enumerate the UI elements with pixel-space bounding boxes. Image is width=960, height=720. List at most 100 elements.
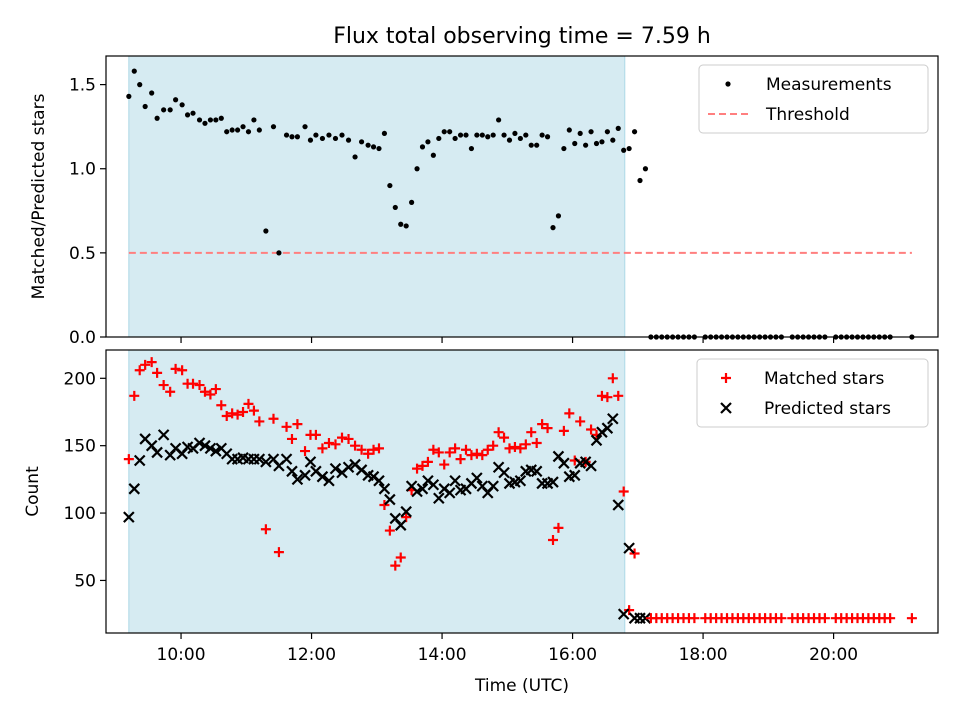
predicted-point-29 [291,473,304,486]
matched-point-14 [205,389,216,400]
predicted-point-84 [601,422,614,434]
measurement-point-72 [539,132,545,138]
measurement-point-14 [207,117,214,123]
measurement-point-48 [409,199,415,205]
y-tick-label-1-1: 100 [64,504,96,524]
predicted-point-63 [487,480,499,492]
predicted-point-89 [628,612,641,624]
measurement-point-7 [167,107,173,113]
matched-point-18 [227,408,238,419]
measurement-point-90 [637,177,643,184]
matched-zero-point-41 [885,613,896,624]
predicted-point-46 [394,519,407,531]
measurement-point-17 [224,129,230,135]
matched-point-64 [493,427,504,438]
matched-point-38 [350,440,361,451]
top-panel: 0.0 0.5 1.0 1.5 Matched/Predicted stars Measu… [29,55,939,348]
matched-point-50 [417,460,428,471]
measurement-point-44 [387,182,393,189]
measurement-point-84 [604,129,610,135]
measurement-point-6 [161,107,167,113]
predicted-point-2 [133,454,146,467]
measurement-point-83 [599,139,605,145]
legend-label-0-1: Threshold [765,105,850,125]
predicted-point-50 [416,483,429,495]
measurement-point-35 [332,135,339,142]
measurement-point-5 [154,115,160,121]
matched-point-77 [564,408,575,419]
matched-point-17 [221,411,232,422]
matched-point-74 [547,535,558,546]
matched-point-9 [177,365,188,376]
matched-point-13 [199,386,210,397]
matched-point-52 [428,444,439,455]
measurement-point-23 [256,127,262,133]
predicted-point-71 [530,465,543,478]
measurement-point-57 [457,132,464,138]
predicted-point-52 [427,478,440,491]
measurement-point-42 [376,145,382,152]
predicted-point-56 [449,474,461,487]
measurement-point-11 [190,110,196,116]
predicted-point-91 [639,612,652,624]
predicted-point-81 [585,460,597,472]
x-tick-label-5: 20:00 [809,645,858,665]
measurement-point-85 [610,137,616,143]
matched-point-57 [455,454,466,465]
measurement-point-74 [550,225,556,231]
measurement-point-91 [642,166,649,172]
measurement-point-15 [213,117,219,123]
measurement-point-31 [307,137,314,143]
measurement-point-64 [496,117,502,123]
matched-point-51 [422,456,433,467]
measurement-point-41 [370,144,377,150]
matched-point-30 [300,446,311,457]
matched-point-41 [368,444,379,455]
legend-label-1-0: Matched stars [764,369,884,389]
matched-point-89 [629,548,640,559]
x-tick-label-1: 12:00 [287,645,336,665]
predicted-point-27 [280,453,293,465]
measurement-point-82 [593,140,600,147]
legend-box-1 [696,358,929,428]
matched-point-25 [268,413,279,424]
predicted-point-5 [151,446,163,459]
matched-point-6 [158,380,169,391]
predicted-point-1 [128,483,141,495]
measurement-point-0 [126,93,132,99]
measurement-point-60 [474,132,480,138]
measurement-point-86 [615,125,621,131]
predicted-point-60 [471,472,483,484]
predicted-point-43 [378,483,391,495]
matched-point-43 [379,499,390,510]
measurement-point-21 [245,129,252,135]
measurement-point-58 [463,132,469,138]
legend-box-0 [698,64,929,134]
measurement-point-1 [131,68,137,74]
matched-point-21 [243,398,254,409]
legend-0: Measurements Threshold [698,64,929,134]
legend-label-0-0: Measurements [766,75,892,95]
measurement-point-37 [345,137,352,143]
measurement-point-8 [173,97,179,103]
predicted-point-53 [433,492,445,505]
matched-point-81 [586,424,597,435]
measurement-point-61 [479,132,485,138]
matched-point-39 [356,444,367,455]
measurement-point-4 [149,90,155,96]
matched-point-8 [170,363,181,374]
measurement-point-30 [302,124,308,130]
predicted-point-68 [514,474,527,487]
matched-point-29 [292,419,303,430]
matched-point-66 [504,443,515,454]
matched-point-11 [188,378,199,389]
measurement-point-67 [512,130,518,137]
matched-point-37 [343,433,354,444]
matched-point-60 [471,448,482,459]
matched-point-35 [330,439,341,450]
matched-point-2 [134,365,145,376]
measurement-point-39 [358,139,365,145]
measurement-point-87 [621,147,627,153]
measurement-point-51 [425,139,431,145]
predicted-point-76 [558,457,570,469]
